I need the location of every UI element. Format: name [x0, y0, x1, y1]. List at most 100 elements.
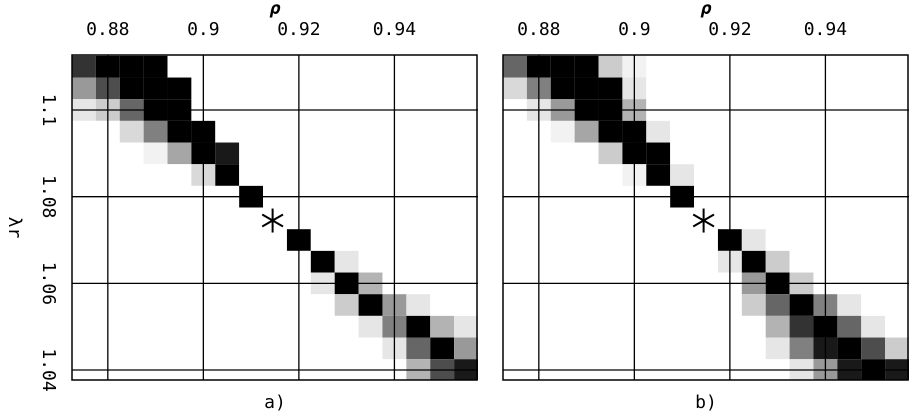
cell [694, 77, 718, 100]
cell [358, 120, 383, 143]
cell [789, 337, 814, 360]
cell [334, 337, 359, 360]
cell [837, 77, 862, 100]
cell [310, 164, 335, 186]
x-tick-label: 0.94 [373, 19, 416, 40]
cell [503, 55, 527, 78]
cell [646, 77, 671, 100]
cell [310, 55, 335, 78]
cell [119, 77, 144, 100]
cell [72, 250, 96, 273]
cell [239, 229, 264, 251]
cell [670, 337, 695, 360]
cell [430, 55, 455, 78]
cell [789, 164, 814, 186]
cell [239, 294, 264, 316]
cell [574, 337, 599, 360]
cell [741, 294, 766, 316]
cell [119, 337, 144, 360]
cell [789, 315, 814, 338]
cell [430, 164, 455, 186]
star-stroke [261, 213, 284, 228]
star-stroke [692, 213, 715, 228]
cell [670, 142, 695, 165]
cell [765, 55, 790, 78]
cell [119, 142, 144, 165]
cell [885, 120, 909, 143]
cell [72, 315, 96, 338]
cell [598, 207, 623, 230]
cell [334, 55, 359, 78]
x-tick-label: 0.94 [804, 19, 847, 40]
cell [239, 315, 264, 338]
cell [167, 337, 192, 360]
cell [646, 55, 671, 78]
cell [430, 294, 455, 316]
cell [670, 120, 695, 143]
cell [694, 229, 718, 251]
x-axis-label: ρ [269, 0, 281, 19]
cell [167, 142, 192, 165]
x-axis-label: ρ [700, 0, 712, 19]
cell [765, 250, 790, 273]
cell [239, 337, 264, 360]
cell [670, 250, 695, 273]
cell [72, 142, 96, 165]
cell [310, 229, 335, 251]
cell [454, 207, 478, 230]
cell [503, 294, 527, 316]
cell [789, 142, 814, 165]
cell [885, 55, 909, 78]
x-tick-label: 0.88 [86, 19, 129, 40]
cell [167, 294, 192, 316]
cell [143, 77, 168, 100]
cell [239, 164, 264, 186]
cell [550, 207, 575, 230]
cell [694, 337, 718, 360]
cell [167, 120, 192, 143]
cell [263, 55, 287, 78]
cell [550, 164, 575, 186]
cell [143, 164, 168, 186]
cell [885, 315, 909, 338]
cell [239, 77, 264, 100]
cell [334, 294, 359, 316]
cell [670, 207, 695, 230]
cell [239, 142, 264, 165]
cell [72, 77, 96, 100]
cell [119, 294, 144, 316]
cell [670, 315, 695, 338]
cell [885, 229, 909, 251]
cell [215, 229, 240, 251]
cell [765, 142, 790, 165]
cell [550, 55, 575, 78]
cell [598, 337, 623, 360]
cell [550, 229, 575, 251]
cell [454, 120, 478, 143]
cell [358, 164, 383, 186]
cell [789, 77, 814, 100]
cell [72, 207, 96, 230]
cell [550, 142, 575, 165]
cell [167, 55, 192, 78]
cell [574, 207, 599, 230]
cell [239, 120, 264, 143]
cell [406, 77, 431, 100]
cell [454, 55, 478, 78]
cell [789, 229, 814, 251]
cell [765, 77, 790, 100]
cell [861, 294, 886, 316]
cell [598, 229, 623, 251]
cell [143, 315, 168, 338]
cell [215, 120, 240, 143]
cell [574, 77, 599, 100]
cell [310, 337, 335, 360]
cell [310, 294, 335, 316]
cell [503, 250, 527, 273]
cell [406, 337, 431, 360]
cell [646, 142, 671, 165]
cell [694, 315, 718, 338]
cell [406, 229, 431, 251]
x-tick-label: 0.92 [708, 19, 751, 40]
star-marker [261, 208, 284, 233]
